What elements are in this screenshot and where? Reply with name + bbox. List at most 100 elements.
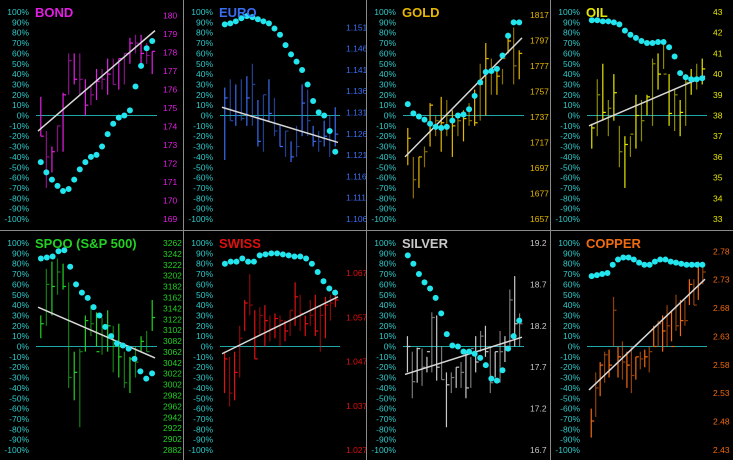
momentum-dot <box>125 345 132 352</box>
percent-tick-label: 0% <box>201 111 214 121</box>
percent-tick-label: 50% <box>196 59 213 69</box>
percent-tick-label: 50% <box>563 59 580 69</box>
price-bar <box>259 307 263 337</box>
momentum-dot <box>43 254 50 261</box>
momentum-dot <box>460 111 467 118</box>
price-bar <box>679 299 684 337</box>
panel-copper: 100%90%80%70%60%50%40%30%20%10%0%-10%-20… <box>555 236 729 455</box>
percent-tick-label: 20% <box>563 90 580 100</box>
price-tick-label: 2.58 <box>713 360 730 370</box>
price-bar <box>62 92 67 152</box>
percent-tick-label: -60% <box>376 404 396 414</box>
price-bar <box>312 125 317 147</box>
price-tick-label: 1.151 <box>346 22 368 32</box>
price-tick-label: 175 <box>163 103 177 113</box>
price-bar <box>129 37 133 64</box>
price-bar <box>274 313 278 339</box>
price-tick-label: 1.131 <box>346 108 368 118</box>
price-bar <box>416 347 421 383</box>
percent-tick-label: -40% <box>9 152 29 162</box>
percent-tick-label: 100% <box>558 238 580 248</box>
price-bar <box>68 282 72 388</box>
momentum-dot <box>427 120 434 127</box>
momentum-dot <box>488 375 495 382</box>
price-bar <box>496 68 500 95</box>
price-tick-label: 2.63 <box>713 331 730 341</box>
percent-tick-label: 80% <box>563 28 580 38</box>
price-bar <box>134 34 139 54</box>
percent-tick-label: 0% <box>568 111 581 121</box>
momentum-dot <box>449 117 456 124</box>
percent-tick-label: -30% <box>376 142 396 152</box>
percent-tick-label: -80% <box>376 424 396 434</box>
percent-tick-label: -50% <box>560 162 580 172</box>
percent-tick-label: 100% <box>191 238 213 248</box>
momentum-dot <box>588 17 595 24</box>
price-bar <box>90 305 94 337</box>
momentum-dot <box>415 271 422 278</box>
price-bar <box>318 131 322 152</box>
price-tick-label: 2902 <box>163 434 182 444</box>
price-tick-label: 2.43 <box>713 445 730 455</box>
percent-tick-label: 90% <box>12 17 29 27</box>
price-bar <box>229 79 234 122</box>
panel-spoo-s-p-500: 100%90%80%70%60%50%40%30%20%10%0%-10%-20… <box>4 236 182 455</box>
price-tick-label: 180 <box>163 11 177 21</box>
percent-tick-label: -70% <box>376 414 396 424</box>
panel-title: OIL <box>586 5 608 20</box>
price-bar <box>140 336 145 352</box>
percent-tick-label: 70% <box>12 269 29 279</box>
momentum-dot <box>599 18 606 25</box>
price-tick-label: 36 <box>713 152 723 162</box>
price-bar <box>151 299 156 331</box>
price-tick-label: 1.121 <box>346 150 368 160</box>
price-bar <box>234 351 238 401</box>
percent-tick-label: -80% <box>9 424 29 434</box>
price-bar <box>246 76 250 126</box>
percent-tick-label: 20% <box>563 321 580 331</box>
price-bar <box>279 315 283 347</box>
percent-tick-label: 80% <box>12 259 29 269</box>
percent-tick-label: 10% <box>563 331 580 341</box>
price-bar <box>51 261 55 316</box>
price-tick-label: 17.7 <box>530 362 547 372</box>
percent-tick-label: 70% <box>563 269 580 279</box>
percent-tick-label: -80% <box>193 424 213 434</box>
price-bar <box>494 351 499 378</box>
price-tick-label: 35 <box>713 173 723 183</box>
percent-tick-label: 20% <box>12 90 29 100</box>
price-tick-label: 1.136 <box>346 86 368 96</box>
percent-tick-label: 60% <box>563 279 580 289</box>
momentum-dot <box>610 19 617 26</box>
momentum-dot <box>615 256 621 263</box>
price-bar <box>509 289 513 347</box>
percent-tick-label: -40% <box>560 383 580 393</box>
momentum-dot <box>320 278 327 285</box>
price-bar <box>257 99 261 147</box>
price-bar <box>79 348 83 428</box>
momentum-dot <box>104 131 111 138</box>
price-bar <box>629 133 634 157</box>
percent-tick-label: -70% <box>9 414 29 424</box>
percent-tick-label: 90% <box>196 248 213 258</box>
price-tick-label: 1697 <box>530 163 549 173</box>
regression-trend-line <box>37 306 156 359</box>
price-bar <box>635 94 639 149</box>
price-bar <box>657 53 662 90</box>
price-bar <box>639 351 644 370</box>
price-tick-label: 41 <box>713 48 723 58</box>
momentum-dot <box>505 345 512 352</box>
price-tick-label: 1.111 <box>346 193 366 203</box>
price-tick-label: 1.106 <box>346 214 368 224</box>
momentum-dot <box>477 79 484 86</box>
percent-tick-label: -40% <box>376 152 396 162</box>
percent-tick-label: -20% <box>560 131 580 141</box>
momentum-dot <box>594 17 601 24</box>
percent-tick-label: 40% <box>12 300 29 310</box>
price-tick-label: 1757 <box>530 87 549 97</box>
price-tick-label: 16.7 <box>530 445 547 455</box>
momentum-dot <box>314 268 321 275</box>
momentum-dot <box>315 109 322 116</box>
price-tick-label: 1.067 <box>346 268 368 278</box>
